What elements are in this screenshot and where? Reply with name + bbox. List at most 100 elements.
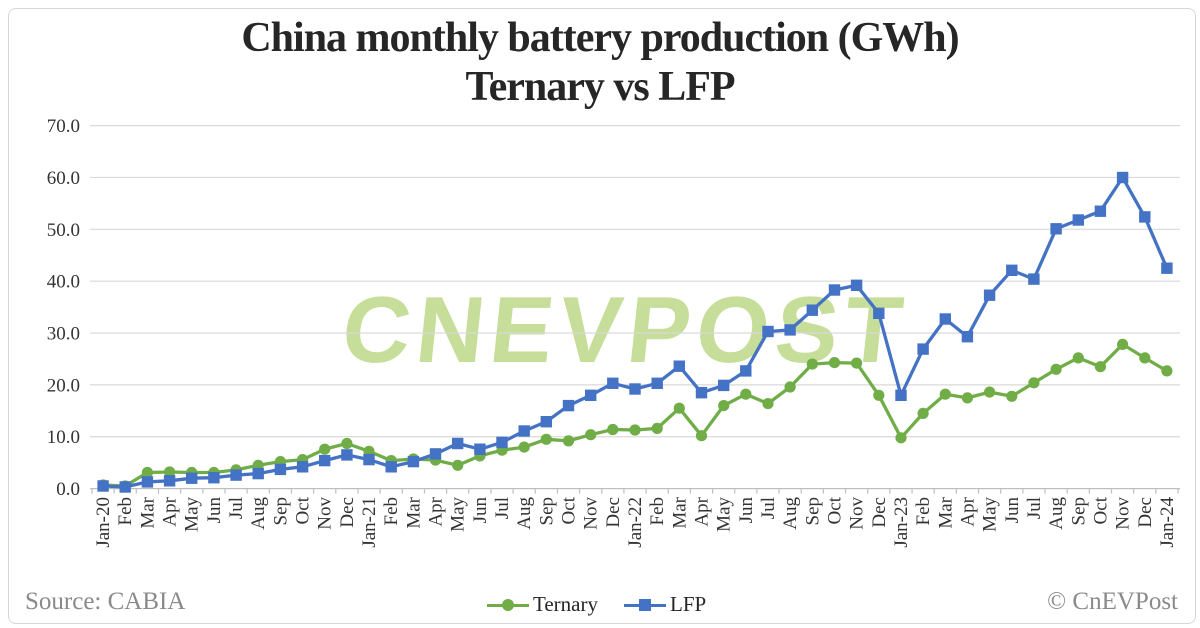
series-ternary-point xyxy=(762,398,774,410)
series-ternary-point xyxy=(1139,352,1151,364)
series-lfp-point xyxy=(208,472,220,484)
series-lfp-point xyxy=(1072,214,1084,226)
x-tick-label: Jul xyxy=(492,497,513,519)
series-lfp-point xyxy=(895,389,907,401)
x-tick-label: Jan-21 xyxy=(359,497,380,548)
x-tick-label: Apr xyxy=(426,496,447,526)
series-lfp-point xyxy=(740,365,752,377)
y-tick-label: 30.0 xyxy=(47,324,80,345)
series-ternary-point xyxy=(784,381,796,393)
series-lfp-point xyxy=(1161,262,1173,274)
source-label: Source: CABIA xyxy=(25,588,186,615)
x-tick-label: Mar xyxy=(935,496,956,528)
series-lfp-point xyxy=(429,448,442,460)
legend-item-ternary: Ternary xyxy=(487,592,598,617)
chart-title: China monthly battery production (GWh) T… xyxy=(0,14,1200,112)
watermark-text: CNEVPOST xyxy=(337,277,913,382)
series-ternary-point xyxy=(1161,365,1173,377)
series-lfp-point xyxy=(230,469,242,481)
series-lfp-point xyxy=(562,399,575,412)
x-tick-label: Nov xyxy=(847,497,868,530)
x-tick-label: May xyxy=(714,497,735,532)
series-lfp-point xyxy=(252,467,264,480)
x-tick-label: Oct xyxy=(1090,496,1111,524)
series-lfp-point xyxy=(806,304,818,316)
x-tick-label: Dec xyxy=(869,497,890,528)
series-lfp-point xyxy=(119,481,131,493)
series-lfp-point xyxy=(585,389,597,401)
series-lfp-point xyxy=(939,313,951,325)
x-tick-label: Jun xyxy=(470,497,491,524)
series-lfp-point xyxy=(917,343,929,355)
series-ternary-point xyxy=(164,466,176,478)
series-lfp-point xyxy=(828,284,841,296)
legend-item-lfp: LFP xyxy=(624,592,706,617)
x-tick-label: Oct xyxy=(293,496,314,524)
series-ternary-point xyxy=(851,357,863,369)
series-ternary-point xyxy=(518,441,530,453)
series-lfp-point xyxy=(141,476,154,488)
x-tick-label: Sep xyxy=(802,497,823,526)
y-tick-label: 50.0 xyxy=(47,220,80,241)
series-ternary-point xyxy=(540,433,552,445)
series-lfp-point xyxy=(407,455,420,468)
series-ternary-point xyxy=(319,443,331,455)
x-tick-label: Jun xyxy=(204,497,225,524)
y-tick-label: 60.0 xyxy=(47,168,80,189)
series-ternary-point xyxy=(961,392,974,404)
x-tick-label: Apr xyxy=(160,496,181,526)
series-lfp-point xyxy=(607,377,619,389)
series-lfp-point xyxy=(474,443,486,455)
series-ternary-point xyxy=(1094,361,1106,373)
y-tick-label: 20.0 xyxy=(47,375,80,396)
x-tick-label: Feb xyxy=(115,497,136,526)
series-lfp-point xyxy=(1094,205,1107,217)
series-lfp-point xyxy=(186,472,198,484)
x-tick-label: Jan-24 xyxy=(1157,497,1178,548)
series-lfp-point xyxy=(452,437,464,450)
series-ternary-point xyxy=(984,386,996,398)
x-tick-label: Apr xyxy=(957,496,978,526)
x-tick-label: Jan-20 xyxy=(93,497,114,548)
x-tick-label: Aug xyxy=(514,497,535,530)
series-ternary-point xyxy=(806,358,818,370)
x-tick-label: Aug xyxy=(248,497,269,530)
series-ternary-point xyxy=(939,388,951,400)
x-tick-label: Oct xyxy=(559,496,580,524)
y-tick-label: 40.0 xyxy=(47,272,80,293)
series-lfp-point xyxy=(629,383,641,395)
x-tick-label: Sep xyxy=(536,497,557,526)
x-tick-label: Jan-23 xyxy=(891,497,912,548)
ternary-marker-icon xyxy=(487,598,529,611)
series-lfp-point xyxy=(341,449,353,461)
x-tick-label: Dec xyxy=(1135,497,1156,528)
x-tick-label: Aug xyxy=(780,497,801,530)
x-tick-label: Apr xyxy=(692,496,713,526)
series-lfp-point xyxy=(1139,211,1151,223)
series-lfp-point xyxy=(673,360,685,372)
series-lfp-point xyxy=(1050,223,1062,235)
x-tick-label: Jan-22 xyxy=(625,497,646,548)
x-tick-label: Feb xyxy=(913,497,934,526)
chart-title-line2: Ternary vs LFP xyxy=(465,64,735,110)
x-tick-label: Jun xyxy=(1002,497,1023,524)
series-ternary-point xyxy=(1072,352,1084,364)
series-ternary-point xyxy=(651,422,663,434)
lfp-marker-icon xyxy=(624,598,666,611)
series-ternary-point xyxy=(629,424,641,436)
series-ternary-point xyxy=(341,437,353,450)
series-ternary-point xyxy=(1050,363,1062,375)
series-lfp-point xyxy=(850,279,863,291)
series-ternary-point xyxy=(607,423,619,436)
series-lfp-point xyxy=(540,416,552,428)
series-ternary-point xyxy=(585,429,597,441)
legend-label-lfp: LFP xyxy=(670,592,707,616)
x-tick-label: Dec xyxy=(603,497,624,528)
series-lfp-point xyxy=(718,379,730,392)
x-tick-label: Feb xyxy=(381,497,402,526)
series-ternary-point xyxy=(141,466,153,479)
series-lfp-point xyxy=(1116,171,1129,184)
x-tick-label: May xyxy=(448,497,469,532)
series-ternary-point xyxy=(895,432,907,444)
